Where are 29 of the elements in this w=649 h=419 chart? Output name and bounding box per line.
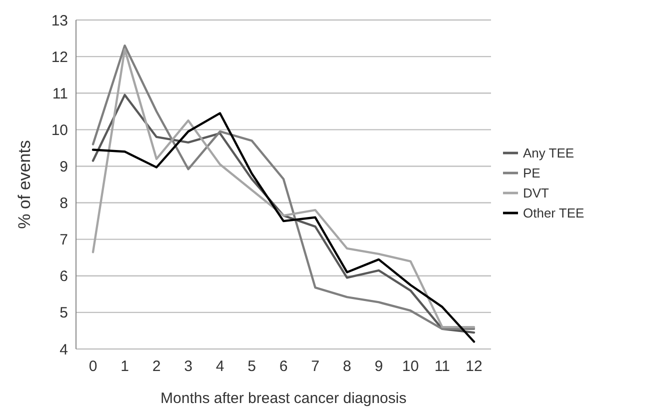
- y-tick-label: 6: [60, 268, 68, 286]
- x-tick-label: 6: [279, 358, 288, 375]
- y-tick-label: 9: [60, 158, 68, 176]
- y-tick-label: 4: [60, 341, 68, 358]
- x-tick-label: 11: [434, 358, 450, 375]
- x-tick-label: 5: [248, 358, 256, 375]
- x-tick-label: 10: [402, 358, 419, 375]
- y-tick-label: 11: [52, 85, 68, 102]
- x-tick-label: 3: [184, 358, 192, 375]
- x-tick-label: 7: [311, 358, 320, 375]
- x-tick-label: 2: [152, 358, 161, 375]
- x-tick-label: 1: [120, 358, 129, 375]
- x-tick-label: 0: [88, 358, 98, 375]
- y-tick-label: 8: [60, 195, 68, 212]
- legend-label: Other TEE: [523, 206, 584, 221]
- y-tick-label: 12: [51, 48, 68, 66]
- legend-label: PE: [523, 166, 541, 181]
- legend-label: Any TEE: [523, 146, 574, 161]
- y-tick-label: 10: [51, 122, 68, 139]
- y-tick-label: 7: [60, 232, 68, 249]
- x-tick-label: 12: [466, 358, 482, 375]
- x-tick-label: 8: [342, 358, 352, 375]
- x-tick-label: 4: [216, 358, 224, 375]
- x-tick-label: 9: [374, 358, 383, 375]
- x-axis-title: Months after breast cancer diagnosis: [160, 390, 406, 407]
- y-axis-title: % of events: [15, 140, 34, 229]
- y-tick-label: 5: [60, 304, 68, 322]
- legend-label: DVT: [523, 186, 550, 201]
- y-tick-label: 13: [51, 12, 68, 30]
